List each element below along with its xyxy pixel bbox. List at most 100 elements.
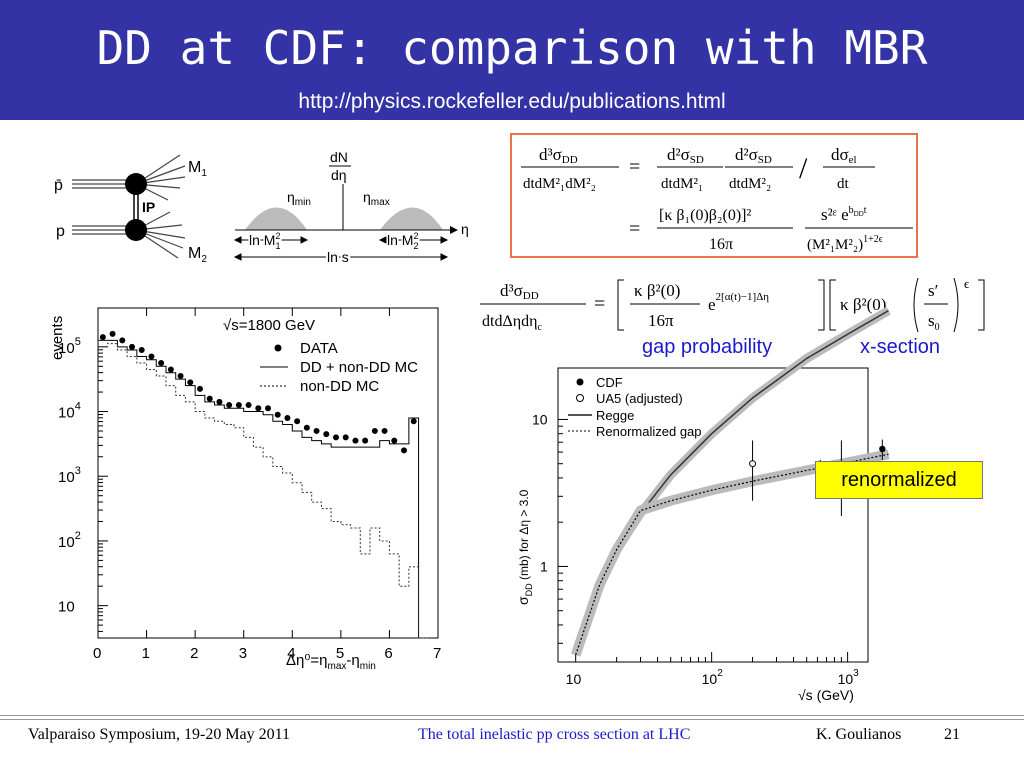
data-point (119, 337, 126, 344)
x-tick-label: 10 (566, 671, 582, 687)
svg-text:s0: s0 (928, 311, 940, 333)
svg-text:16π: 16π (648, 311, 674, 330)
data-point (226, 402, 233, 409)
data-point (381, 427, 388, 434)
dn-label: dN (330, 149, 348, 165)
svg-text:/: / (799, 152, 808, 185)
y-axis-label: σDD (mb) for Δη > 3.0 (515, 489, 534, 605)
data-point (255, 405, 262, 412)
data-point (294, 418, 301, 425)
y-tick-label: 105 (58, 336, 81, 357)
data-point (158, 360, 165, 366)
pomeron-label: IP (142, 199, 155, 215)
ln-s-label: ln s (327, 249, 349, 265)
rapidity-gap-diagram: dN dη ηmin ηmax η ln M2 1 ln M2 2 ln s (233, 149, 469, 267)
legend-renorm: Renormalized gap (596, 424, 702, 439)
dd-feynman-diagram: p̄ p IP M1 M2 (54, 154, 207, 265)
dd-formula-box (510, 133, 918, 258)
legend-ua5: UA5 (adjusted) (596, 391, 683, 406)
data-point (352, 437, 359, 444)
data-point (197, 385, 203, 392)
data-point (177, 372, 184, 379)
ln-m2-label: ln M2 2 (387, 231, 418, 251)
data-point (148, 353, 155, 360)
y-tick-label: 102 (58, 530, 81, 551)
eta-min-label: ηmin (287, 189, 311, 208)
data-point (284, 415, 291, 421)
x-tick-label: 7 (433, 645, 441, 662)
data-point (167, 366, 174, 373)
svg-text:d³σDD: d³σDD (539, 145, 578, 166)
legend-data: DATA (300, 340, 338, 357)
svg-text:=: = (594, 293, 605, 315)
svg-text:s²ᵋ ebDDt: s²ᵋ ebDDt (821, 205, 867, 224)
x-tick-label: 103 (838, 668, 860, 687)
data-point (109, 330, 116, 337)
series-nondd-mc (98, 339, 429, 639)
x-tick-label: 6 (384, 645, 392, 662)
svg-text:s′: s′ (928, 281, 938, 300)
data-point (129, 343, 135, 350)
y-tick-label: 103 (58, 465, 81, 486)
data-point (99, 334, 106, 341)
data-point (410, 418, 417, 425)
svg-text:ϵ: ϵ (964, 276, 969, 291)
deta-label: dη (331, 167, 347, 183)
x-axis-label: √s (GeV) (798, 687, 854, 703)
ln-m1-label: ln M2 1 (249, 231, 280, 251)
gap-formula: d³σDD dtdΔηdηc = κ β²(0) 16π e2[α(t)−1]Δ… (480, 276, 985, 333)
x-tick-label: 1 (142, 645, 150, 662)
svg-text:dtdM²₁: dtdM²₁ (661, 176, 703, 192)
x-tick-label: 2 (190, 645, 198, 662)
x-tick-label: 4 (287, 645, 295, 662)
x-section-label: x-section (860, 336, 941, 358)
svg-text:dσel: dσel (831, 145, 857, 166)
svg-text:=: = (629, 156, 640, 178)
eta-axis-label: η (461, 221, 469, 237)
x-tick-label: 0 (93, 645, 101, 662)
y-tick-label: 10 (532, 411, 548, 427)
x-tick-label: 3 (239, 645, 247, 662)
footer-page-number: 21 (944, 726, 960, 743)
legend-mc: DD + non-DD MC (300, 359, 418, 376)
data-point (371, 427, 378, 434)
data-point (323, 431, 330, 438)
y-tick-label: 10 (58, 599, 75, 616)
svg-text:d³σDD: d³σDD (500, 281, 539, 302)
data-point (303, 424, 310, 431)
data-point (362, 437, 369, 444)
data-point (333, 434, 339, 441)
footer-author: K. Goulianos (816, 726, 902, 743)
renormalized-badge: renormalized (815, 461, 983, 499)
svg-text:d²σSD: d²σSD (735, 145, 772, 166)
plot-frame (97, 307, 439, 639)
data-point (274, 411, 281, 418)
sigma-dd-vs-sqrt-s-chart: 10 102 103 10 1 √s (GeV) σDD (mb) for Δη > 3.0… (515, 306, 891, 703)
gap-probability-label: gap probability (642, 336, 773, 358)
legend-cdf: CDF (596, 375, 623, 390)
data-point (245, 402, 252, 409)
title-banner (0, 0, 1024, 120)
footer-venue: Valparaiso Symposium, 19-20 May 2011 (28, 726, 291, 743)
events-vs-gap-chart: 0 1 2 3 4 5 6 7 105 104 103 102 10 events Δη⁰=ηmax-ηmi… (49, 307, 441, 672)
chart-title: √s=1800 GeV (223, 317, 315, 334)
y-axis-label: events (49, 316, 66, 360)
series-dd-plus-nondd-mc (98, 339, 429, 639)
footer-rule-bottom (0, 719, 1024, 720)
pbar-label: p̄ (54, 177, 63, 194)
slide-url: http://physics.rockefeller.edu/publicati… (298, 90, 726, 113)
svg-text:κ β²(0): κ β²(0) (840, 295, 886, 314)
svg-text:e2[α(t)−1]Δη: e2[α(t)−1]Δη (708, 291, 769, 314)
cdf-point (879, 445, 886, 453)
data-point (187, 379, 194, 386)
data-point (391, 437, 398, 444)
x-tick-label: 5 (336, 645, 344, 662)
data-point (265, 405, 271, 412)
dd-formula-boxed: d³σDD dtdM²₁dM²₂ = d²σSD dtdM²₁ d²σSD dt… (521, 145, 913, 253)
x-axis-label: Δη⁰=ηmax-ηmin (286, 652, 376, 672)
svg-text:d²σSD: d²σSD (667, 145, 704, 166)
svg-text:dtdM²₁dM²₂: dtdM²₁dM²₂ (523, 176, 596, 192)
ua5-point (749, 460, 757, 468)
eta-max-label: ηmax (363, 189, 390, 208)
m1-label: M1 (188, 159, 207, 179)
